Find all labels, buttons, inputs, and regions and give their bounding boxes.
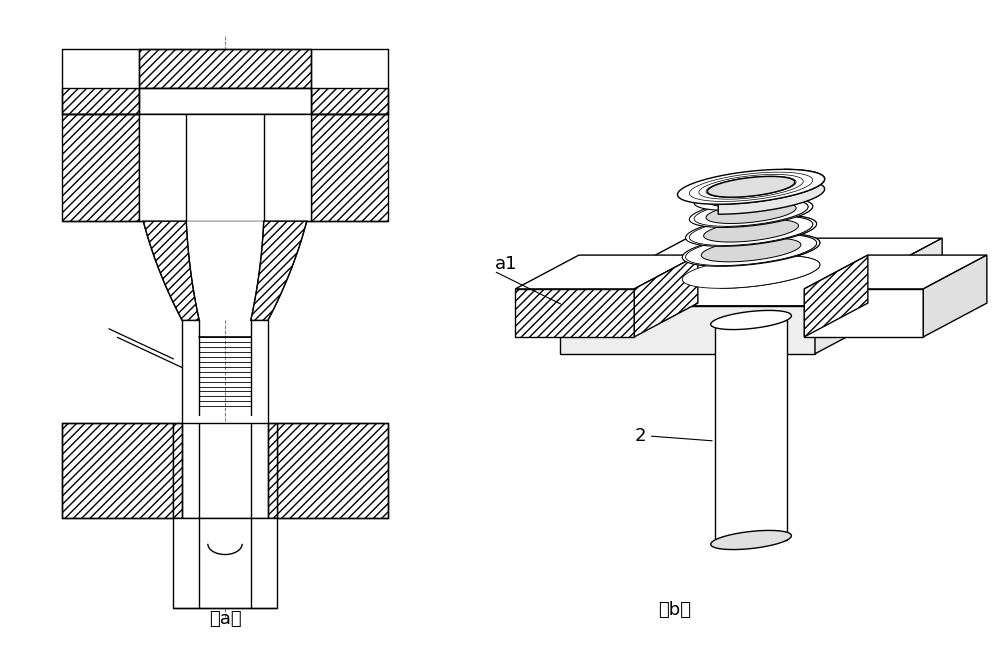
Text: a1: a1 [495,254,518,272]
Polygon shape [707,176,795,197]
Polygon shape [682,234,820,266]
Polygon shape [720,234,820,289]
Polygon shape [186,221,264,320]
Polygon shape [268,423,277,518]
Polygon shape [682,256,820,289]
Polygon shape [311,114,388,221]
Polygon shape [711,530,791,550]
Text: （a）: （a） [209,610,241,627]
Polygon shape [560,306,815,354]
Text: （b）: （b） [658,601,692,619]
Polygon shape [804,289,923,337]
Polygon shape [694,199,808,226]
Polygon shape [804,255,868,337]
Polygon shape [718,169,825,214]
Polygon shape [804,255,987,289]
Polygon shape [515,289,634,337]
Text: 2: 2 [635,427,646,445]
Polygon shape [515,255,698,289]
Polygon shape [706,202,796,223]
Polygon shape [311,88,388,114]
Polygon shape [62,88,139,114]
Polygon shape [704,219,799,242]
Polygon shape [726,183,808,226]
Polygon shape [694,183,808,210]
Polygon shape [701,238,801,262]
Polygon shape [711,311,791,329]
Polygon shape [634,255,698,337]
Polygon shape [722,215,817,266]
Polygon shape [62,423,173,518]
Polygon shape [689,198,813,227]
Polygon shape [560,238,942,306]
Bar [199,423,251,518]
Polygon shape [686,234,817,266]
Polygon shape [724,198,813,246]
Polygon shape [686,215,817,246]
Polygon shape [815,238,942,354]
Polygon shape [143,221,199,320]
Polygon shape [139,49,311,88]
Polygon shape [677,169,825,204]
Bar [139,114,311,221]
Polygon shape [62,114,139,221]
Polygon shape [708,187,794,207]
Polygon shape [923,255,987,337]
Polygon shape [173,423,182,518]
Bar [139,88,311,114]
Polygon shape [277,423,388,518]
Polygon shape [689,216,813,246]
Polygon shape [715,320,787,540]
Bar [173,518,277,609]
Polygon shape [251,221,307,320]
